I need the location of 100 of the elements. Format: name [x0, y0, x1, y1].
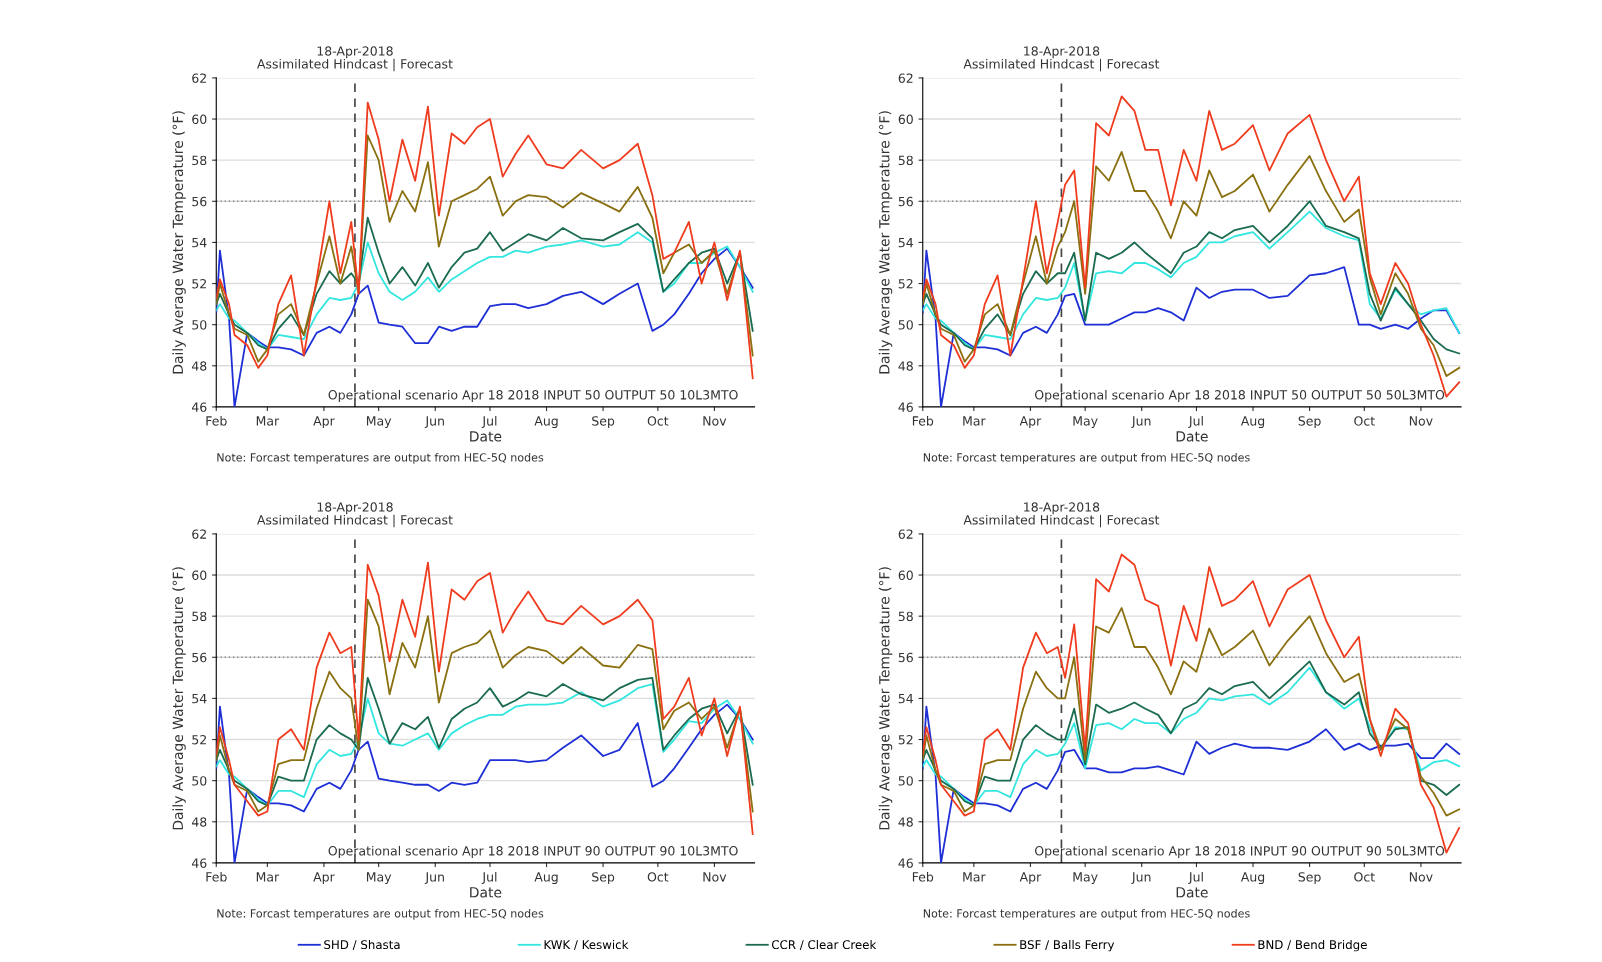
y-tick-label: 56: [898, 196, 913, 207]
y-tick-label: 48: [898, 817, 913, 827]
x-tick-label: Nov: [1409, 416, 1433, 426]
x-tick-label: May: [1073, 416, 1098, 429]
y-tick-label: 50: [192, 320, 207, 330]
y-tick-label: 50: [898, 776, 913, 786]
y-tick-label: 54: [898, 238, 914, 248]
y-tick-label: 54: [192, 694, 207, 704]
x-axis-title: Date: [470, 887, 502, 898]
y-tick-label: 62: [898, 73, 913, 83]
y-tick-label: 58: [898, 611, 913, 622]
y-tick-label: 50: [192, 776, 207, 786]
y-tick-label: 48: [898, 361, 913, 371]
y-tick-label: 48: [191, 361, 207, 371]
text: Note: Forcast temperatures are output from HEC-5Q nodes: [217, 452, 544, 464]
x-tick-label: May: [366, 416, 392, 429]
y-axis-title: Daily Average Water Temperature (°F): [172, 567, 186, 830]
y-tick-label: 62: [192, 73, 206, 83]
x-tick-label: Apr: [1019, 872, 1042, 885]
y-tick-label: 62: [898, 529, 913, 539]
line-series: [216, 561, 754, 836]
x-tick-label: Jun: [424, 416, 444, 428]
x-tick-label: Sep: [592, 416, 615, 429]
line-series: [922, 151, 1461, 377]
text: Assimilated Hindcast | Forecast: [963, 58, 1160, 72]
ref-line-label: 18-Apr-2018: [317, 502, 393, 515]
y-tick-label: 58: [192, 611, 207, 622]
y-tick-label: 54: [192, 238, 207, 248]
line-series: [216, 101, 754, 380]
x-tick-label: May: [366, 872, 392, 885]
x-tick-label: Oct: [647, 416, 669, 426]
x-tick-label: Oct: [1354, 872, 1375, 882]
x-tick-label: Aug: [534, 872, 558, 885]
x-tick-label: Aug: [1240, 416, 1265, 429]
line-series: [216, 134, 754, 363]
y-tick-label: 56: [898, 652, 913, 663]
line-series: [216, 598, 754, 813]
ref-line-label: 18-Apr-2018: [1024, 46, 1100, 59]
x-tick-label: Nov: [1409, 872, 1433, 882]
ref-line-label: 18-Apr-2018: [317, 46, 393, 59]
text: Assimilated Hindcast | Forecast: [963, 514, 1160, 528]
y-tick-label: 46: [191, 858, 207, 868]
y-tick-label: 60: [898, 570, 913, 580]
x-tick-label: May: [1073, 872, 1098, 885]
y-axis-title: Daily Average Water Temperature (°F): [878, 111, 893, 374]
y-tick-label: 54: [898, 694, 914, 704]
y-tick-label: 62: [192, 529, 206, 539]
text: Assimilated Hindcast | Forecast: [257, 514, 453, 528]
legend-label: BSF / Balls Ferry: [1020, 939, 1115, 952]
x-tick-label: Aug: [1240, 872, 1265, 885]
x-tick-label: Sep: [1298, 872, 1321, 885]
x-tick-label: Oct: [647, 872, 669, 882]
annotation: Operational scenario Apr 18 2018 INPUT 90 OUTPUT 90 10L3MTO: [328, 845, 738, 858]
x-axis-title: Date: [1176, 887, 1208, 898]
text: Assimilated Hindcast | Forecast: [257, 58, 453, 72]
x-tick-label: Jul: [1188, 415, 1203, 428]
ref-line-label: 18-Apr-2018: [1024, 502, 1100, 515]
text: Note: Forcast temperatures are output from HEC-5Q nodes: [217, 908, 544, 920]
x-tick-label: Jul: [1188, 871, 1203, 884]
y-tick-label: 52: [898, 279, 913, 289]
x-tick-label: Mar: [256, 416, 280, 426]
text: Note: Forcast temperatures are output from HEC-5Q nodes: [923, 452, 1250, 464]
annotation: Operational scenario Apr 18 2018 INPUT 50 OUTPUT 50 50L3MTO: [1035, 389, 1445, 402]
x-tick-label: Apr: [313, 416, 335, 429]
x-tick-label: Oct: [1354, 416, 1375, 426]
y-tick-label: 46: [898, 402, 913, 412]
x-tick-label: Nov: [703, 416, 727, 426]
y-tick-label: 60: [192, 114, 207, 124]
x-tick-label: Feb: [912, 871, 934, 882]
y-tick-label: 58: [898, 155, 913, 166]
legend-label: BND / Bend Bridge: [1258, 939, 1367, 952]
y-tick-label: 46: [191, 402, 207, 412]
y-axis-title: Daily Average Water Temperature (°F): [172, 111, 186, 374]
y-tick-label: 56: [192, 196, 207, 207]
x-tick-label: Aug: [534, 416, 558, 429]
x-tick-label: Feb: [912, 415, 934, 426]
x-tick-label: Jul: [481, 871, 497, 884]
y-tick-label: 52: [192, 735, 206, 745]
x-tick-label: Feb: [206, 871, 227, 882]
y-tick-label: 52: [192, 279, 206, 289]
x-axis-title: Date: [1176, 431, 1208, 442]
annotation: Operational scenario Apr 18 2018 INPUT 50 OUTPUT 50 10L3MTO: [328, 389, 738, 402]
x-axis-title: Date: [470, 431, 502, 442]
x-tick-label: Mar: [963, 872, 986, 882]
x-tick-label: Nov: [703, 872, 727, 882]
y-tick-label: 56: [192, 652, 207, 663]
y-tick-label: 46: [898, 858, 913, 868]
x-tick-label: Jun: [424, 872, 444, 884]
y-axis-title: Daily Average Water Temperature (°F): [878, 567, 893, 830]
y-tick-label: 48: [191, 817, 207, 827]
line-series: [922, 607, 1461, 817]
x-tick-label: Mar: [963, 416, 986, 426]
y-tick-label: 52: [898, 735, 913, 745]
x-tick-label: Jun: [1131, 872, 1151, 884]
legend-label: CCR / Clear Creek: [771, 939, 877, 951]
text: Note: Forcast temperatures are output from HEC-5Q nodes: [923, 908, 1250, 920]
x-tick-label: Apr: [313, 872, 335, 885]
x-tick-label: Sep: [592, 872, 615, 885]
legend-label: SHD / Shasta: [324, 939, 400, 951]
y-tick-label: 58: [192, 155, 207, 166]
